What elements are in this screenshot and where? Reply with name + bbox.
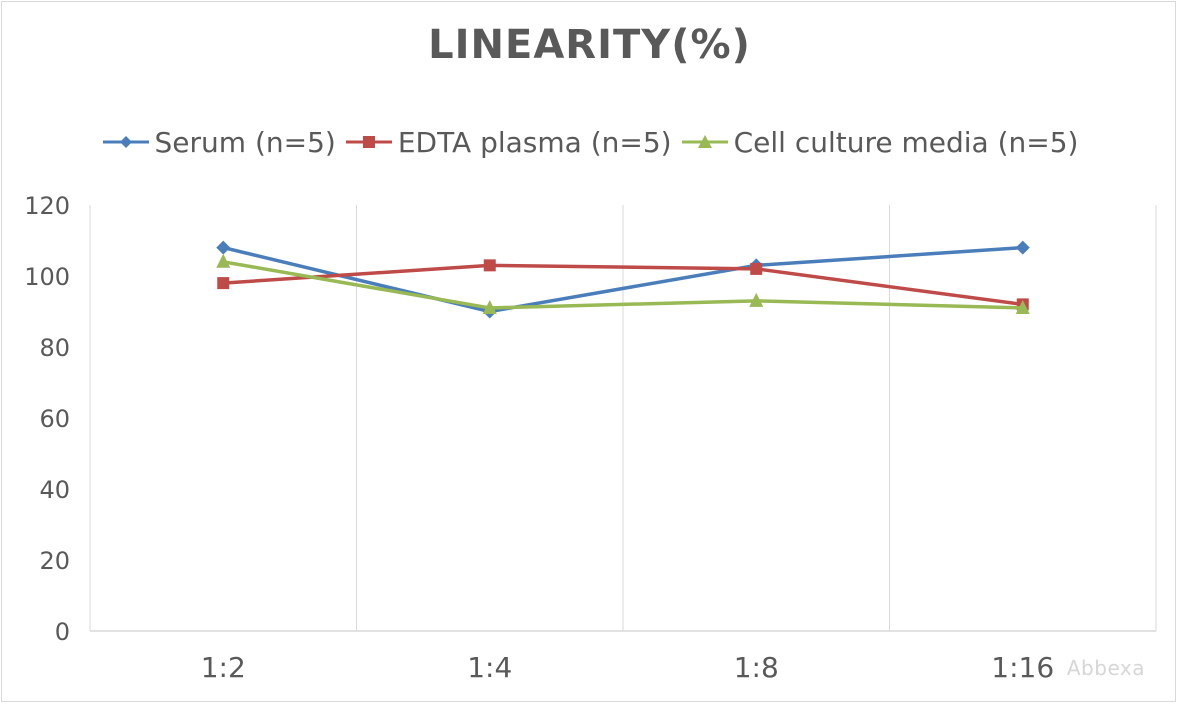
chart-title: LINEARITY(%) bbox=[428, 22, 751, 68]
legend-label-cell-culture-media: Cell culture media (n=5) bbox=[733, 125, 1079, 159]
x-tick-label: 1:4 bbox=[467, 651, 512, 684]
legend-item-serum: Serum (n=5) bbox=[101, 126, 336, 159]
data-point-triangle bbox=[482, 299, 497, 314]
x-tick-label: 1:16 bbox=[991, 651, 1054, 684]
series-line-2 bbox=[222, 260, 1023, 310]
y-tick-label: 80 bbox=[39, 334, 70, 362]
data-point-diamond bbox=[216, 240, 231, 255]
data-point-square bbox=[750, 262, 763, 275]
x-tick-label: 1:8 bbox=[734, 651, 779, 684]
data-point-square bbox=[217, 277, 230, 290]
legend-marker-cell-culture-media bbox=[681, 135, 728, 148]
legend-label-serum: Serum (n=5) bbox=[154, 125, 336, 159]
legend-marker-serum bbox=[102, 136, 149, 148]
legend-marker-edta-plasma bbox=[345, 136, 392, 148]
legend-item-edta-plasma: EDTA plasma (n=5) bbox=[344, 126, 672, 159]
series-line-1 bbox=[223, 263, 1023, 307]
data-point-triangle bbox=[749, 292, 764, 307]
y-tick-label: 100 bbox=[24, 263, 70, 291]
y-tick-label: 0 bbox=[55, 618, 70, 646]
x-tick-label: 1:2 bbox=[201, 651, 246, 684]
data-point-triangle bbox=[1015, 299, 1030, 314]
data-point-square bbox=[483, 259, 496, 272]
legend-item-cell-culture-media: Cell culture media (n=5) bbox=[680, 125, 1079, 159]
data-point-triangle bbox=[216, 253, 231, 268]
y-tick-label: 120 bbox=[24, 192, 70, 220]
legend-label-edta-plasma: EDTA plasma (n=5) bbox=[397, 125, 672, 159]
legend: Serum (n=5) EDTA plasma (n=5) Cell cultu… bbox=[0, 122, 1179, 162]
series-line-0 bbox=[222, 245, 1023, 314]
data-point-diamond bbox=[1015, 240, 1030, 255]
watermark: Abbexa bbox=[1066, 656, 1145, 680]
y-tick-label: 40 bbox=[39, 476, 70, 504]
y-tick-label: 20 bbox=[39, 547, 70, 575]
y-tick-label: 60 bbox=[39, 405, 70, 433]
